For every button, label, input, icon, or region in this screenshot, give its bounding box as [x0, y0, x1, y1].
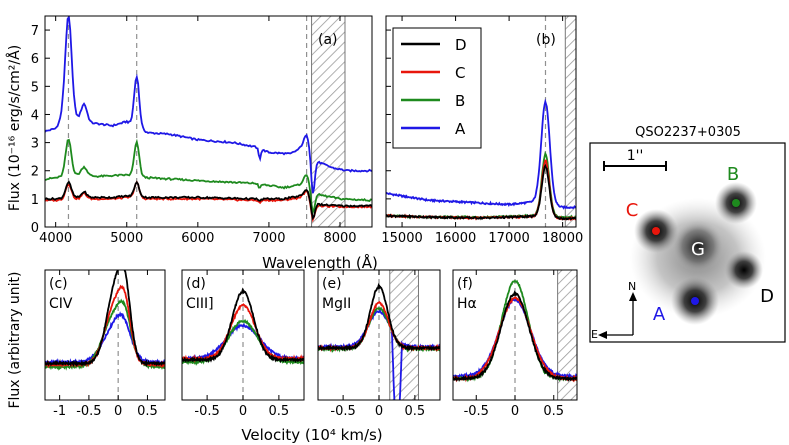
image-dot-B	[732, 199, 740, 207]
spectra-panels: 4000 5000 6000 7000 8000 0 1 2 3 4 5 6 7 (a) 15000 1600…	[31, 15, 583, 419]
legend-label-D: D	[455, 36, 467, 54]
x-tick-label-c-1: -0.5	[76, 404, 101, 419]
series-D-c	[45, 270, 165, 368]
y-tick-label-a-0: 0	[31, 221, 39, 236]
image-label-D: D	[760, 286, 774, 307]
x-tick-label-d-2: 0.5	[269, 404, 290, 419]
y-tick-label-a-4: 4	[31, 108, 39, 123]
image-label-G: G	[691, 239, 705, 260]
series-B-b	[386, 151, 576, 220]
panel-f: -0.5 0 0.5 (f) Hα	[452, 269, 578, 419]
image-dot-A	[691, 297, 699, 305]
line-name-d: CIII]	[186, 296, 214, 312]
y-tick-label-a-1: 1	[31, 193, 39, 208]
line-name-f: Hα	[457, 296, 477, 312]
y-tick-label-a-5: 5	[31, 80, 39, 95]
x-tick-label-f-2: 0.5	[543, 404, 564, 419]
image-title: QSO2237+0305	[635, 125, 741, 140]
x-tick-label-c-0: -1	[53, 404, 66, 419]
x-tick-label-f-0: -0.5	[464, 404, 489, 419]
legend-label-A: A	[455, 120, 466, 138]
panel-c: -1 -0.5 0 0.5 (c) CIV	[44, 269, 166, 419]
image-label-B: B	[727, 164, 739, 185]
x-tick-label-b-1: 16000	[435, 231, 476, 246]
image-label-A: A	[653, 304, 666, 325]
series-D-b	[386, 163, 576, 221]
x-tick-label-e-2: 0.5	[405, 404, 426, 419]
legend: D C B A	[392, 27, 482, 149]
panel-e: -0.5 0 0.5 (e) MgII	[317, 269, 441, 419]
x-tick-label-d-1: 0	[239, 404, 247, 419]
y-tick-label-a-2: 2	[31, 165, 39, 180]
x-tick-label-d-0: -0.5	[194, 404, 219, 419]
image-label-C: C	[626, 200, 639, 221]
x-tick-label-b-2: 17000	[488, 231, 529, 246]
panel-label-e: (e)	[322, 276, 342, 292]
compass-east: E	[591, 328, 598, 341]
y-tick-label-a-3: 3	[31, 137, 39, 152]
series-A-b	[386, 98, 576, 210]
scale-label: 1''	[627, 148, 644, 164]
series-D-d	[182, 287, 304, 364]
series-B-a	[45, 138, 372, 216]
panel-label-a: (a)	[318, 32, 338, 48]
y-axis-label-top: Flux (10⁻¹⁶ erg/s/cm²/Å)	[6, 45, 23, 211]
hatched-region-f	[557, 270, 577, 400]
series-A-f	[453, 296, 577, 381]
series-D-a	[45, 180, 372, 221]
series-A-a	[45, 16, 372, 194]
panel-d: -0.5 0 0.5 (d) CIII]	[181, 269, 305, 419]
compass-north: N	[628, 280, 636, 293]
panel-label-d: (d)	[186, 276, 206, 292]
x-tick-label-e-0: -0.5	[330, 404, 355, 419]
panel-label-c: (c)	[49, 276, 68, 292]
y-tick-label-a-6: 6	[31, 52, 39, 67]
x-tick-label-a-4: 8000	[323, 231, 356, 246]
panel-b: 15000 16000 17000 18000 (b)	[381, 15, 583, 246]
panel-a: 4000 5000 6000 7000 8000 0 1 2 3 4 5 6 7 (a)	[31, 15, 373, 246]
y-axis-label-bottom: Flux (arbitrary unit)	[7, 271, 23, 408]
image-blob-G	[672, 220, 724, 272]
compass: N E	[591, 280, 637, 341]
x-tick-label-a-0: 4000	[39, 231, 72, 246]
series-D-f	[453, 290, 577, 382]
image-dot-C	[652, 227, 660, 235]
hatched-region-a	[311, 16, 346, 227]
x-tick-label-c-2: 0	[114, 404, 122, 419]
series-D-e	[318, 282, 440, 352]
x-tick-label-b-3: 18000	[542, 231, 583, 246]
hatched-region-b	[564, 16, 576, 227]
image-blob-D	[725, 251, 763, 289]
line-name-c: CIV	[49, 296, 73, 312]
x-axis-label-top: Wavelength (Å)	[262, 253, 378, 272]
x-tick-label-b-0: 15000	[381, 231, 422, 246]
legend-label-B: B	[455, 92, 465, 110]
x-tick-label-a-1: 5000	[110, 231, 143, 246]
panel-label-f: (f)	[457, 276, 473, 292]
y-tick-label-a-7: 7	[31, 24, 39, 39]
x-tick-label-c-3: 0.5	[137, 404, 158, 419]
lens-image-panel: QSO2237+0305 G C B D A 1'' N E	[589, 125, 786, 343]
x-tick-label-a-2: 6000	[181, 231, 214, 246]
line-name-e: MgII	[322, 296, 351, 312]
legend-label-C: C	[455, 64, 465, 82]
series-A-d	[182, 322, 304, 363]
x-axis-label-bottom: Velocity (10⁴ km/s)	[241, 426, 382, 444]
x-tick-label-f-1: 0	[511, 404, 519, 419]
x-tick-label-a-3: 7000	[252, 231, 285, 246]
series-A-c	[45, 311, 165, 367]
x-tick-label-e-1: 0	[375, 404, 383, 419]
panel-label-b: (b)	[536, 32, 556, 48]
